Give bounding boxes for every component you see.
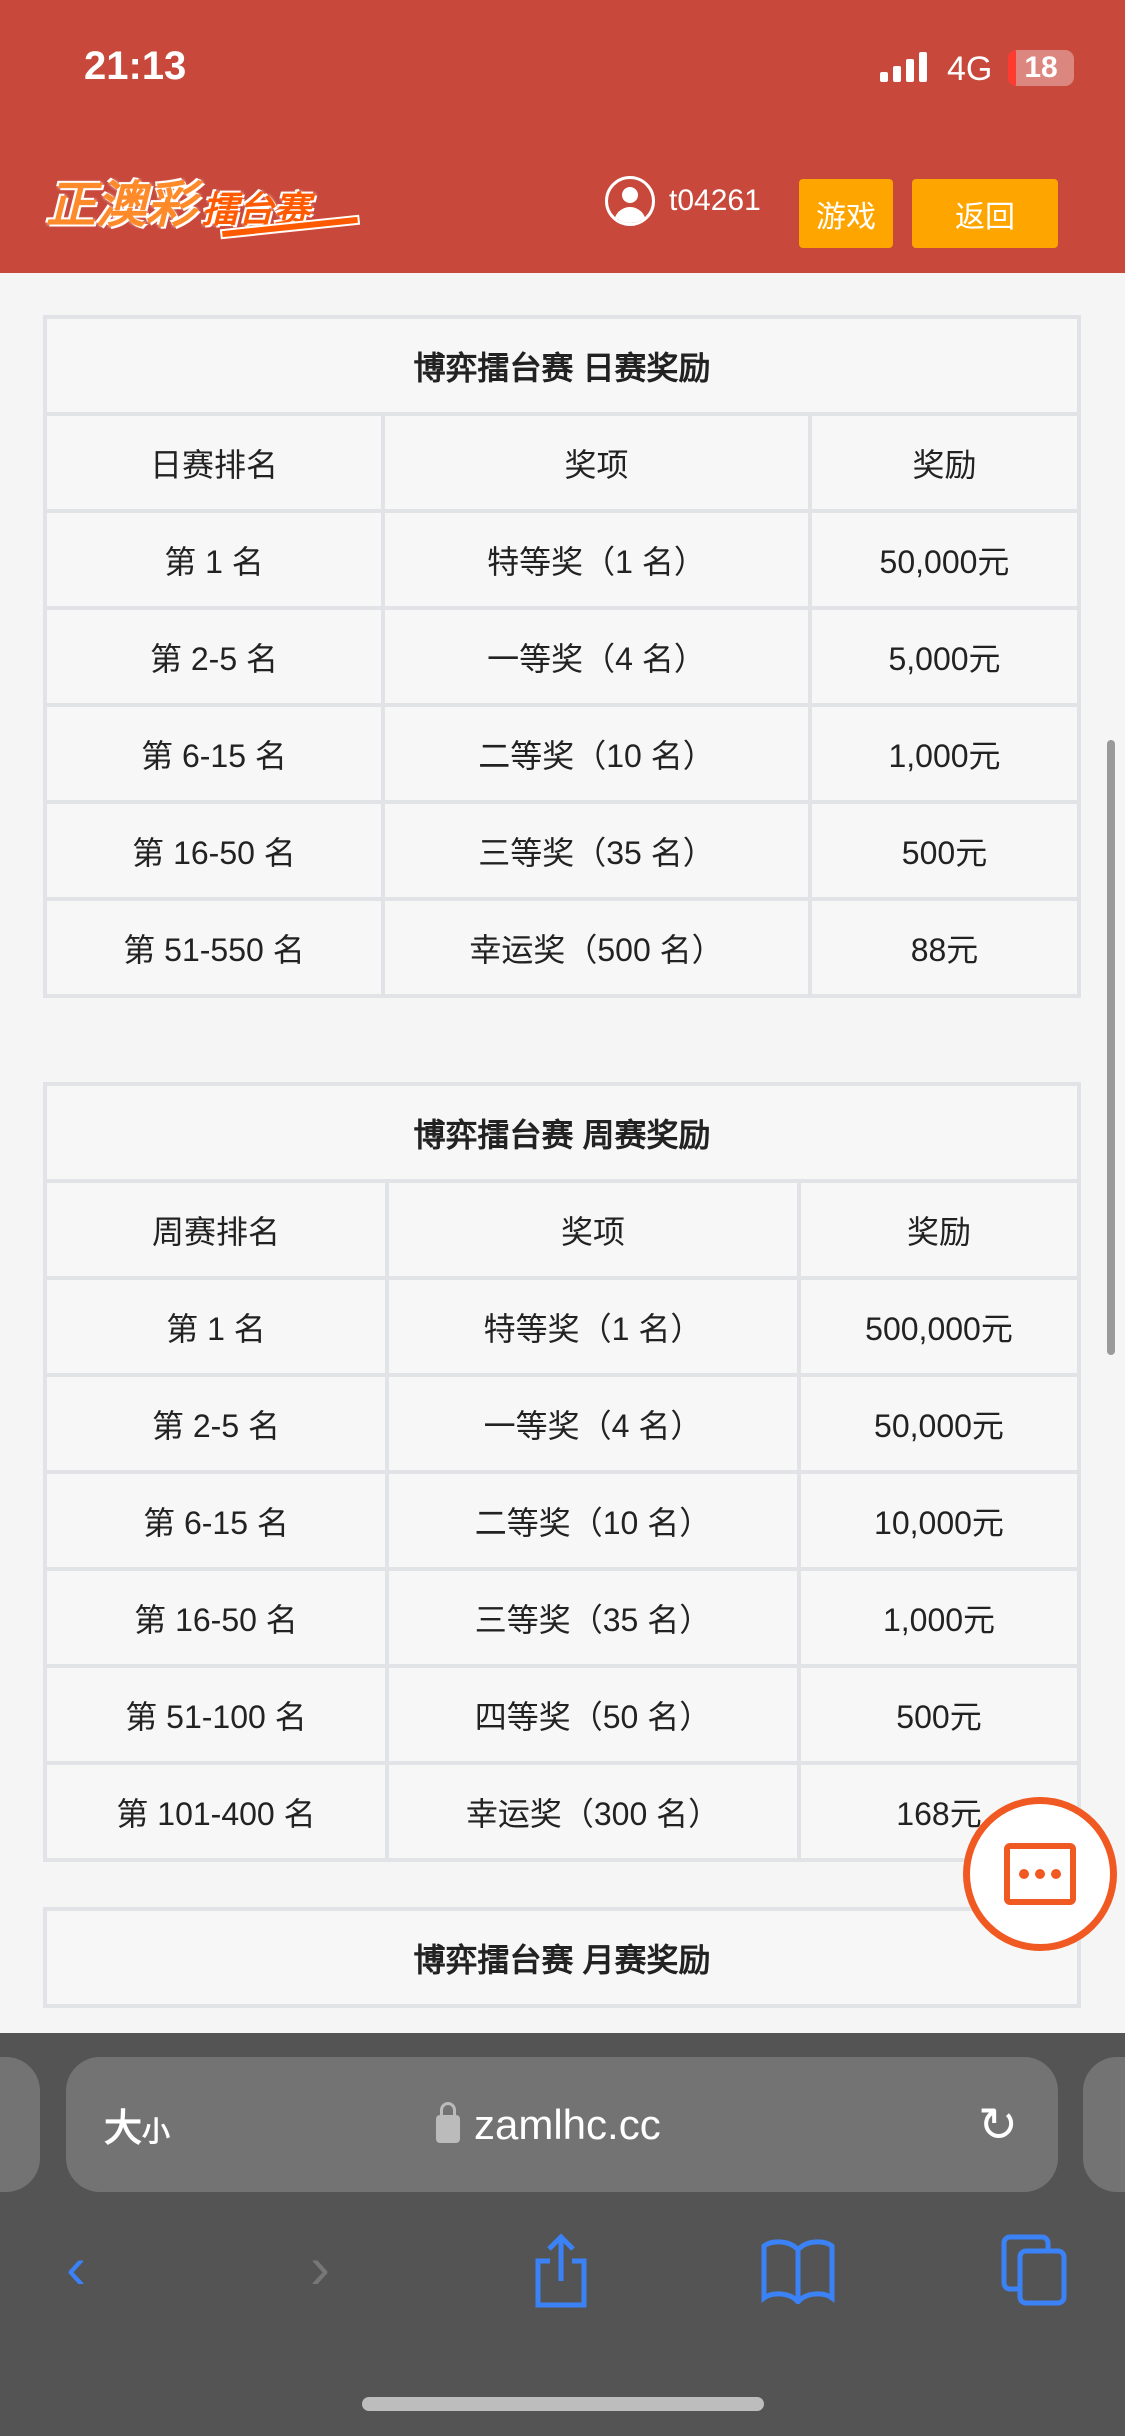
table-row: 第 1 名特等奖（1 名） 500,000元 bbox=[43, 1276, 1081, 1377]
rank-cell: 第 51-100 名 bbox=[43, 1664, 389, 1765]
tabs-icon[interactable] bbox=[1000, 2233, 1070, 2307]
table-row: 第 2-5 名一等奖（4 名） 50,000元 bbox=[43, 1373, 1081, 1474]
scrollbar[interactable] bbox=[1107, 740, 1115, 1355]
table-row: 第 2-5 名一等奖（4 名） 5,000元 bbox=[43, 606, 1081, 707]
prize-cell: 三等奖（35 名） bbox=[381, 800, 812, 901]
table-title: 博弈擂台赛 日赛奖励 bbox=[43, 315, 1081, 416]
daily-reward-table: 博弈擂台赛 日赛奖励 日赛排名 奖项 奖励 第 1 名特等奖（1 名） 50,000元… bbox=[43, 315, 1081, 998]
reward-cell: 500元 bbox=[797, 1664, 1081, 1765]
prize-cell: 一等奖（4 名） bbox=[381, 606, 812, 707]
prev-tab-pill[interactable] bbox=[0, 2057, 40, 2192]
rank-cell: 第 2-5 名 bbox=[43, 1373, 389, 1474]
prize-cell: 一等奖（4 名） bbox=[385, 1373, 801, 1474]
rank-cell: 第 16-50 名 bbox=[43, 800, 385, 901]
battery-icon: 18 bbox=[1008, 50, 1074, 86]
text-size-small: 小 bbox=[142, 2116, 171, 2147]
table-row: 第 16-50 名三等奖（35 名） 500元 bbox=[43, 800, 1081, 901]
reward-cell: 1,000元 bbox=[797, 1567, 1081, 1668]
chat-bubble-icon bbox=[1004, 1843, 1076, 1905]
prize-cell: 特等奖（1 名） bbox=[381, 509, 812, 610]
rank-cell: 第 16-50 名 bbox=[43, 1567, 389, 1668]
reward-cell: 5,000元 bbox=[808, 606, 1081, 707]
monthly-reward-table: 博弈擂台赛 月赛奖励 bbox=[43, 1907, 1081, 2008]
logo-main: 正澳彩 bbox=[46, 177, 196, 233]
back-arrow-icon[interactable]: ‹ bbox=[66, 2234, 86, 2301]
table-title: 博弈擂台赛 月赛奖励 bbox=[43, 1907, 1081, 2008]
rank-cell: 第 1 名 bbox=[43, 509, 385, 610]
reward-cell: 88元 bbox=[808, 897, 1081, 998]
address-bar[interactable]: 大小 zamlhc.cc ↻ bbox=[66, 2057, 1058, 2192]
browser-toolbar: 大小 zamlhc.cc ↻ ‹ › bbox=[0, 2033, 1125, 2436]
logo[interactable]: 正澳彩 擂台赛 bbox=[46, 165, 310, 237]
header-cell: 奖励 bbox=[808, 412, 1081, 513]
reward-cell: 50,000元 bbox=[797, 1373, 1081, 1474]
rank-cell: 第 2-5 名 bbox=[43, 606, 385, 707]
share-icon[interactable] bbox=[530, 2233, 592, 2309]
reward-cell: 50,000元 bbox=[808, 509, 1081, 610]
text-size-big: 大 bbox=[104, 2108, 143, 2150]
reward-cell: 500,000元 bbox=[797, 1276, 1081, 1377]
prize-cell: 幸运奖（500 名） bbox=[381, 897, 812, 998]
status-time: 21:13 bbox=[84, 44, 187, 88]
back-button[interactable]: 返回 bbox=[912, 179, 1058, 248]
header: 21:13 4G 18 正澳彩 擂台赛 t04261 游戏 返回 bbox=[0, 0, 1125, 273]
signal-icon bbox=[880, 52, 927, 82]
prize-cell: 二等奖（10 名） bbox=[381, 703, 812, 804]
reload-icon[interactable]: ↻ bbox=[977, 2098, 1018, 2152]
chat-button[interactable] bbox=[963, 1797, 1117, 1951]
table-row: 第 101-400 名幸运奖（300 名） 168元 bbox=[43, 1761, 1081, 1862]
rank-cell: 第 6-15 名 bbox=[43, 1470, 389, 1571]
prize-cell: 三等奖（35 名） bbox=[385, 1567, 801, 1668]
bookmarks-icon[interactable] bbox=[760, 2238, 836, 2304]
url-text: zamlhc.cc bbox=[474, 2100, 661, 2148]
reward-cell: 10,000元 bbox=[797, 1470, 1081, 1571]
table-row: 第 16-50 名三等奖（35 名） 1,000元 bbox=[43, 1567, 1081, 1668]
header-cell: 奖项 bbox=[385, 1179, 801, 1280]
forward-arrow-icon[interactable]: › bbox=[310, 2234, 330, 2301]
header-cell: 奖项 bbox=[381, 412, 812, 513]
text-size-button[interactable]: 大小 bbox=[104, 2097, 170, 2152]
prize-cell: 幸运奖（300 名） bbox=[385, 1761, 801, 1862]
reward-cell: 500元 bbox=[808, 800, 1081, 901]
table-row: 第 51-100 名四等奖（50 名） 500元 bbox=[43, 1664, 1081, 1765]
rank-cell: 第 101-400 名 bbox=[43, 1761, 389, 1862]
user-avatar-icon bbox=[605, 176, 655, 226]
reward-cell: 1,000元 bbox=[808, 703, 1081, 804]
rank-cell: 第 1 名 bbox=[43, 1276, 389, 1377]
rank-cell: 第 51-550 名 bbox=[43, 897, 385, 998]
network-type: 4G bbox=[947, 50, 993, 88]
weekly-reward-table: 博弈擂台赛 周赛奖励 周赛排名 奖项 奖励 第 1 名特等奖（1 名） 500,000… bbox=[43, 1082, 1081, 1862]
header-cell: 日赛排名 bbox=[43, 412, 385, 513]
table-row: 第 51-550 名幸运奖（500 名） 88元 bbox=[43, 897, 1081, 998]
table-title: 博弈擂台赛 周赛奖励 bbox=[43, 1082, 1081, 1183]
rank-cell: 第 6-15 名 bbox=[43, 703, 385, 804]
lock-icon bbox=[436, 2101, 460, 2143]
table-row: 第 1 名特等奖（1 名） 50,000元 bbox=[43, 509, 1081, 610]
header-cell: 周赛排名 bbox=[43, 1179, 389, 1280]
header-cell: 奖励 bbox=[797, 1179, 1081, 1280]
user-info[interactable]: t04261 bbox=[605, 176, 761, 226]
next-tab-pill[interactable] bbox=[1083, 2057, 1125, 2192]
table-row: 第 6-15 名二等奖（10 名） 10,000元 bbox=[43, 1470, 1081, 1571]
username: t04261 bbox=[669, 184, 761, 217]
home-indicator[interactable] bbox=[362, 2397, 764, 2411]
prize-cell: 二等奖（10 名） bbox=[385, 1470, 801, 1571]
games-button[interactable]: 游戏 bbox=[799, 179, 893, 248]
prize-cell: 特等奖（1 名） bbox=[385, 1276, 801, 1377]
prize-cell: 四等奖（50 名） bbox=[385, 1664, 801, 1765]
table-row: 第 6-15 名二等奖（10 名） 1,000元 bbox=[43, 703, 1081, 804]
url-display[interactable]: zamlhc.cc bbox=[436, 2101, 661, 2149]
